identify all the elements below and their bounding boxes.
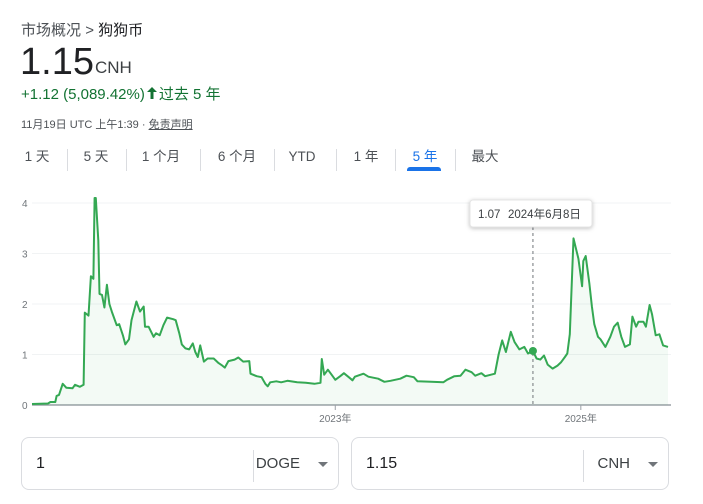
- x-tick-label: 2023年: [319, 412, 351, 425]
- converter-divider: [253, 450, 254, 482]
- tab-divider: [67, 149, 68, 171]
- from-currency-select[interactable]: DOGE: [255, 455, 300, 472]
- tooltip-value: 1.07: [478, 209, 500, 221]
- breadcrumb: 市场概况 > 狗狗币: [21, 19, 143, 40]
- arrow-up-icon: [146, 86, 157, 103]
- price-area: [32, 198, 668, 405]
- to-currency-select[interactable]: CNH: [597, 455, 631, 472]
- price-change: +1.12 (5,089.42%) 过去 5 年: [21, 83, 221, 104]
- tooltip-date: 2024年6月8日: [508, 207, 581, 221]
- timestamp: 11月19日 UTC 上午1:39 ·: [21, 119, 146, 131]
- tab-ytd[interactable]: YTD: [288, 149, 316, 164]
- x-tick-label: 2025年: [565, 412, 597, 425]
- tab-divider: [274, 149, 275, 171]
- tab-1m[interactable]: 1 个月: [141, 149, 181, 164]
- tab-divider: [126, 149, 127, 171]
- tab-divider: [200, 149, 201, 171]
- y-tick-label: 1: [22, 351, 28, 362]
- change-period: 过去 5 年: [158, 86, 221, 103]
- tab-5y[interactable]: 5 年: [412, 149, 438, 164]
- tab-max[interactable]: 最大: [471, 149, 499, 164]
- hover-point: [528, 346, 537, 355]
- breadcrumb-separator: >: [85, 22, 94, 39]
- price-currency: CNH: [95, 58, 132, 77]
- converter-to: 1.15 CNH: [351, 437, 669, 490]
- chevron-down-icon[interactable]: [318, 462, 328, 467]
- y-tick-label: 2: [22, 300, 28, 311]
- quote-meta: 11月19日 UTC 上午1:39 · 免责声明: [21, 116, 193, 132]
- to-amount-input[interactable]: 1.15: [366, 455, 398, 472]
- converter-from: 1 DOGE: [21, 437, 339, 490]
- range-tabs: 1 天 5 天 1 个月 6 个月 YTD 1 年 5 年 最大: [0, 141, 703, 173]
- price-line: [31, 197, 669, 405]
- chevron-down-icon[interactable]: [648, 462, 658, 467]
- tooltip: 1.07 2024年6月8日: [469, 199, 593, 228]
- breadcrumb-parent-link[interactable]: 市场概况: [21, 22, 82, 39]
- converter-divider: [583, 450, 584, 482]
- y-tick-label: 4: [22, 199, 28, 210]
- tab-6m[interactable]: 6 个月: [217, 149, 257, 164]
- price-chart[interactable]: 0 1 2 3 4 2023年 2025年 1.07 2024年6月8日: [0, 190, 703, 430]
- tab-divider: [395, 149, 396, 171]
- price-value: 1.15: [20, 41, 94, 83]
- tab-1y[interactable]: 1 年: [353, 149, 379, 164]
- tab-1d[interactable]: 1 天: [24, 149, 50, 164]
- y-tick-label: 0: [22, 401, 28, 412]
- breadcrumb-current: 狗狗币: [98, 22, 144, 39]
- tab-divider: [455, 149, 456, 171]
- from-amount-input[interactable]: 1: [36, 455, 45, 472]
- tab-5d[interactable]: 5 天: [83, 149, 109, 164]
- change-value: +1.12 (5,089.42%): [21, 86, 145, 103]
- disclaimer-link[interactable]: 免责声明: [148, 119, 193, 131]
- active-tab-indicator: [407, 167, 441, 171]
- y-tick-label: 3: [22, 250, 28, 261]
- tab-divider: [336, 149, 337, 171]
